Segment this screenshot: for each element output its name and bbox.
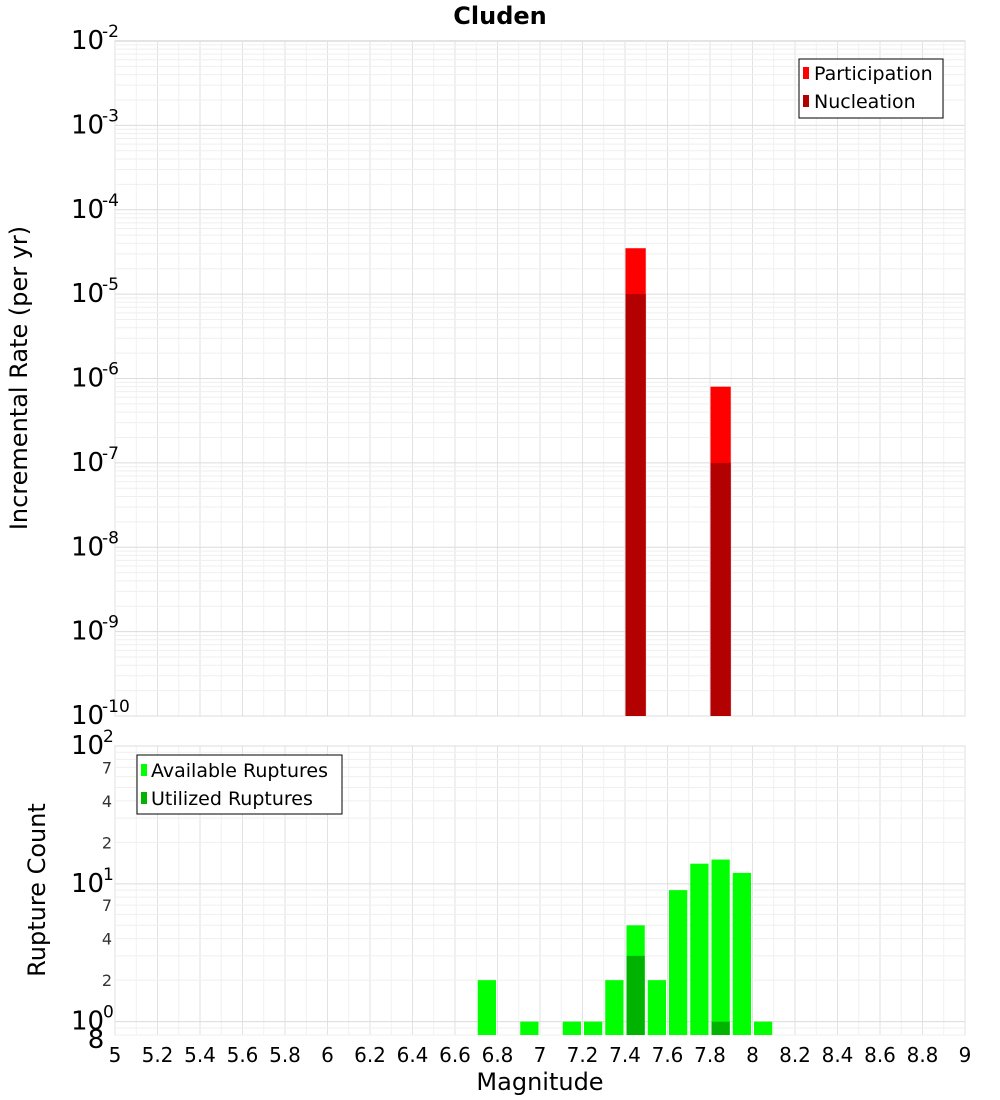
bottom-y-minor-tick: 4: [102, 792, 112, 811]
top-legend-box: [798, 58, 944, 119]
legend-swatch-participation: [803, 67, 809, 79]
bottom-y-minor-tick: 7: [102, 896, 112, 915]
x-tick-label: 8: [746, 1043, 759, 1067]
x-tick-label: 5.8: [269, 1043, 301, 1067]
legend-swatch-nucleation: [803, 95, 809, 107]
x-axis-label: Magnitude: [476, 1068, 603, 1096]
top-bars: [625, 248, 731, 717]
top-y-tick-exponent: -7: [102, 444, 119, 464]
x-tick-label: 6: [321, 1043, 334, 1067]
bottom-y-minor-tick: 7: [102, 758, 112, 777]
available-ruptures-bar: [605, 980, 624, 1035]
x-tick-label: 8.4: [822, 1043, 854, 1067]
available-ruptures-bar: [690, 863, 709, 1035]
bottom-y-tick-base: 10: [71, 869, 104, 899]
top-gridlines: [114, 41, 966, 717]
x-tick-label: 5.4: [184, 1043, 216, 1067]
top-y-tick-base: 10: [71, 532, 104, 562]
bottom-y-tick-exponent: 1: [103, 865, 114, 885]
bottom-y-tick-base: 10: [71, 731, 104, 761]
x-tick-label: 8.2: [779, 1043, 811, 1067]
top-y-tick-exponent: -8: [102, 528, 119, 548]
top-y-tick-exponent: -2: [102, 22, 119, 42]
x-tick-label: 8.8: [907, 1043, 939, 1067]
legend-swatch-utilized: [141, 792, 147, 804]
x-tick-label: 9: [959, 1043, 972, 1067]
top-y-tick-exponent: -6: [102, 360, 119, 380]
legend-label-utilized: Utilized Ruptures: [151, 788, 313, 810]
top-y-tick-base: 10: [71, 701, 104, 731]
top-y-tick-base: 10: [71, 110, 104, 140]
available-ruptures-bar: [732, 872, 751, 1035]
x-tick-label: 7.4: [609, 1043, 641, 1067]
top-y-tick-base: 10: [71, 26, 104, 56]
top-y-tick-base: 10: [71, 364, 104, 394]
bottom-y-tick-exponent: 2: [103, 727, 114, 747]
utilized-ruptures-bar: [626, 955, 645, 1035]
available-ruptures-bar: [520, 1021, 539, 1035]
top-y-tick-base: 10: [71, 195, 104, 225]
top-y-axis-label: Incremental Rate (per yr): [5, 226, 33, 530]
bottom-y-tick-base: 10: [71, 1007, 104, 1037]
x-tick-label: 6.2: [354, 1043, 386, 1067]
top-y-tick-base: 10: [71, 448, 104, 478]
nucleation-bar: [625, 294, 646, 716]
legend-label-nucleation: Nucleation: [814, 91, 916, 113]
top-legend: Participation Nucleation: [798, 58, 944, 119]
chart-title: Cluden: [453, 2, 546, 30]
utilized-ruptures-bar: [711, 1021, 730, 1035]
bottom-y-tick-exponent: 0: [103, 1003, 114, 1023]
available-ruptures-bar: [477, 980, 496, 1035]
top-y-tick-base: 10: [71, 617, 104, 647]
top-y-tick-exponent: -5: [102, 275, 119, 295]
top-y-tick-exponent: -9: [102, 613, 119, 633]
bottom-legend-box: [136, 754, 343, 815]
available-ruptures-bar: [584, 1021, 603, 1035]
bottom-y-axis-label: Rupture Count: [23, 803, 51, 977]
bottom-y-minor-tick: 2: [102, 971, 112, 990]
x-tick-label: 7.8: [694, 1043, 726, 1067]
bottom-gridlines: [114, 745, 966, 1036]
bottom-y-minor-tick: 8: [88, 1025, 105, 1055]
available-ruptures-bar: [647, 980, 666, 1035]
x-tick-label: 7.2: [567, 1043, 599, 1067]
top-y-tick-exponent: -3: [102, 106, 119, 126]
legend-swatch-available: [141, 764, 147, 776]
x-tick-label: 5.2: [142, 1043, 174, 1067]
available-ruptures-bar: [669, 890, 688, 1035]
x-tick-label: 8.6: [864, 1043, 896, 1067]
top-y-tick-exponent: -10: [102, 697, 130, 717]
x-tick-labels: 5 5.2 5.4 5.6 5.8 6 6.2 6.4 6.6 6.8 7 7.2 7.4 7.6 7.8 8…: [109, 1043, 972, 1067]
x-tick-label: 5.6: [227, 1043, 259, 1067]
x-tick-label: 7: [534, 1043, 547, 1067]
bottom-bars: [477, 859, 773, 1035]
available-ruptures-bar: [754, 1021, 773, 1035]
x-tick-label: 6.6: [439, 1043, 471, 1067]
top-y-tick-base: 10: [71, 279, 104, 309]
x-tick-label: 7.6: [652, 1043, 684, 1067]
nucleation-bar: [710, 462, 731, 716]
available-ruptures-bar: [711, 859, 730, 1035]
bottom-y-minor-tick: 2: [102, 833, 112, 852]
bottom-y-minor-tick: 4: [102, 930, 112, 949]
x-tick-label: 6.4: [397, 1043, 429, 1067]
legend-label-participation: Participation: [814, 63, 933, 85]
available-ruptures-bar: [562, 1021, 581, 1035]
bottom-legend: Available Ruptures Utilized Ruptures: [136, 754, 343, 815]
x-tick-label: 6.8: [482, 1043, 514, 1067]
x-tick-label: 5: [109, 1043, 122, 1067]
legend-label-available: Available Ruptures: [151, 760, 328, 782]
top-y-tick-exponent: -4: [102, 191, 119, 211]
